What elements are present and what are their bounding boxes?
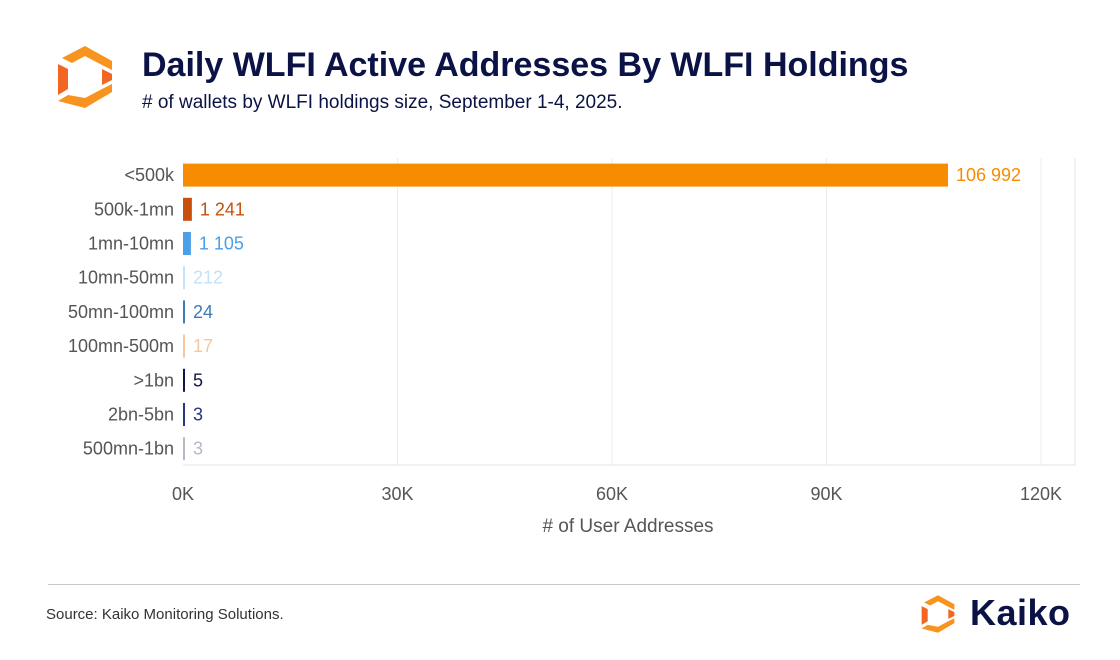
x-tick-label: 60K <box>596 484 628 504</box>
gridlines <box>397 158 1042 465</box>
x-tick-label: 0K <box>172 484 194 504</box>
x-tick-label: 30K <box>381 484 413 504</box>
category-label: 500k-1mn <box>94 199 174 219</box>
category-label: <500k <box>124 165 175 185</box>
category-label: 100mn-500m <box>68 336 174 356</box>
bar <box>183 266 185 290</box>
category-label: 500mn-1bn <box>83 439 174 459</box>
bar <box>183 232 191 255</box>
brand-logo: Kaiko <box>916 590 1076 640</box>
chart-subtitle: # of wallets by WLFI holdings size, Sept… <box>142 92 623 113</box>
footer-divider <box>48 584 1080 585</box>
x-axis-title: # of User Addresses <box>542 516 713 537</box>
brand-wordmark: Kaiko <box>970 592 1071 633</box>
bar <box>183 368 185 392</box>
x-tick-label: 90K <box>810 484 842 504</box>
value-label: 106 992 <box>956 165 1021 185</box>
bars <box>183 163 948 461</box>
bar <box>183 163 948 187</box>
value-label: 24 <box>193 302 213 322</box>
value-label: 3 <box>193 439 203 459</box>
x-tick-labels: 0K 30K 60K 90K 120K <box>172 484 1062 504</box>
chart-title: Daily WLFI Active Addresses By WLFI Hold… <box>142 46 909 84</box>
category-labels: <500k 500k-1mn 1mn-10mn 10mn-50mn 50mn-100mn… <box>68 165 175 459</box>
bar <box>183 197 192 221</box>
value-label: 5 <box>193 370 203 390</box>
bar <box>183 300 185 324</box>
category-label: 2bn-5bn <box>108 405 174 425</box>
value-label: 3 <box>193 405 203 425</box>
category-label: 10mn-50mn <box>78 268 174 288</box>
bar <box>183 334 185 358</box>
bar <box>183 403 185 426</box>
category-label: 50mn-100mn <box>68 302 174 322</box>
category-label: >1bn <box>133 370 174 390</box>
x-tick-label: 120K <box>1020 484 1062 504</box>
kaiko-logo-icon <box>58 46 112 108</box>
value-label: 212 <box>193 268 223 288</box>
kaiko-logo-icon <box>921 595 955 633</box>
value-labels: 106 992 1 241 1 105 212 24 17 5 3 3 <box>193 165 1021 459</box>
value-label: 1 241 <box>200 199 245 219</box>
value-label: 1 105 <box>199 234 244 254</box>
category-label: 1mn-10mn <box>88 234 174 254</box>
bar <box>183 437 185 461</box>
value-label: 17 <box>193 336 213 356</box>
source-note: Source: Kaiko Monitoring Solutions. <box>46 606 284 623</box>
bar-chart: <500k 500k-1mn 1mn-10mn 10mn-50mn 50mn-100mn… <box>68 158 1076 537</box>
